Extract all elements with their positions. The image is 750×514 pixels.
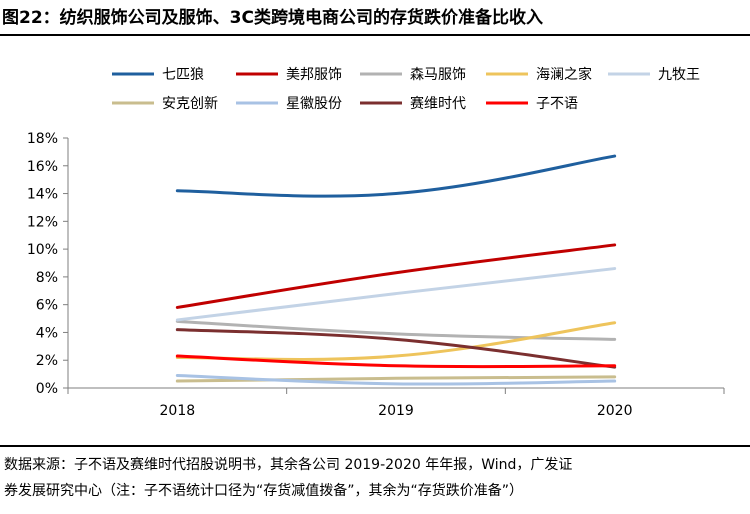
y-tick-label: 18% xyxy=(27,131,58,147)
y-tick-label: 2% xyxy=(36,353,58,369)
series-line-9 xyxy=(175,354,617,369)
series-line-6 xyxy=(175,375,617,383)
x-tick-label: 2020 xyxy=(597,403,633,419)
legend-label-6: 安克创新 xyxy=(162,96,218,112)
y-tick-label: 0% xyxy=(36,381,58,397)
legend-label-4: 海澜之家 xyxy=(536,66,592,83)
legend-label-5: 九牧王 xyxy=(658,67,700,83)
legend-label-3: 森马服饰 xyxy=(410,67,466,83)
x-tick-label: 2018 xyxy=(160,403,196,419)
y-tick-label: 16% xyxy=(27,159,58,175)
legend-label-2: 美邦服饰 xyxy=(286,67,342,83)
figure-title: 图22：纺织服饰公司及服饰、3C类跨境电商公司的存货跌价准备比收入 xyxy=(2,8,543,28)
y-tick-label: 14% xyxy=(27,187,58,203)
legend-label-8: 赛维时代 xyxy=(410,96,466,112)
series-line-4 xyxy=(175,321,617,361)
series-line-3 xyxy=(175,319,617,341)
y-tick-label: 4% xyxy=(36,325,58,341)
y-tick-label: 6% xyxy=(36,298,58,314)
legend-label-7: 星徽股份 xyxy=(286,96,342,112)
source-note: 数据来源：子不语及赛维时代招股说明书，其余各公司 2019-2020 年年报，W… xyxy=(4,452,746,504)
x-tick-label: 2019 xyxy=(378,403,414,419)
series-line-8 xyxy=(175,328,617,369)
legend-label-9: 子不语 xyxy=(536,96,578,112)
source-rule xyxy=(0,445,750,447)
source-line-1: 数据来源：子不语及赛维时代招股说明书，其余各公司 2019-2020 年年报，W… xyxy=(4,457,573,473)
series-line-5 xyxy=(175,267,617,322)
series-line-1 xyxy=(175,154,617,198)
series-line-7 xyxy=(175,374,617,386)
y-tick-label: 10% xyxy=(27,242,58,258)
series-line-2 xyxy=(175,243,617,309)
legend-label-1: 七匹狼 xyxy=(162,67,204,83)
source-line-2: 券发展研究中心（注：子不语统计口径为“存货减值拨备”，其余为“存货跌价准备”） xyxy=(4,483,524,499)
title-rule xyxy=(0,34,750,36)
line-chart: 0% 2% 4% 6% 8% 10% 12% 14% 16% 18% 2018 2019 2020 七匹狼… xyxy=(27,66,725,419)
y-tick-label: 12% xyxy=(27,214,58,230)
y-tick-label: 8% xyxy=(36,270,58,286)
